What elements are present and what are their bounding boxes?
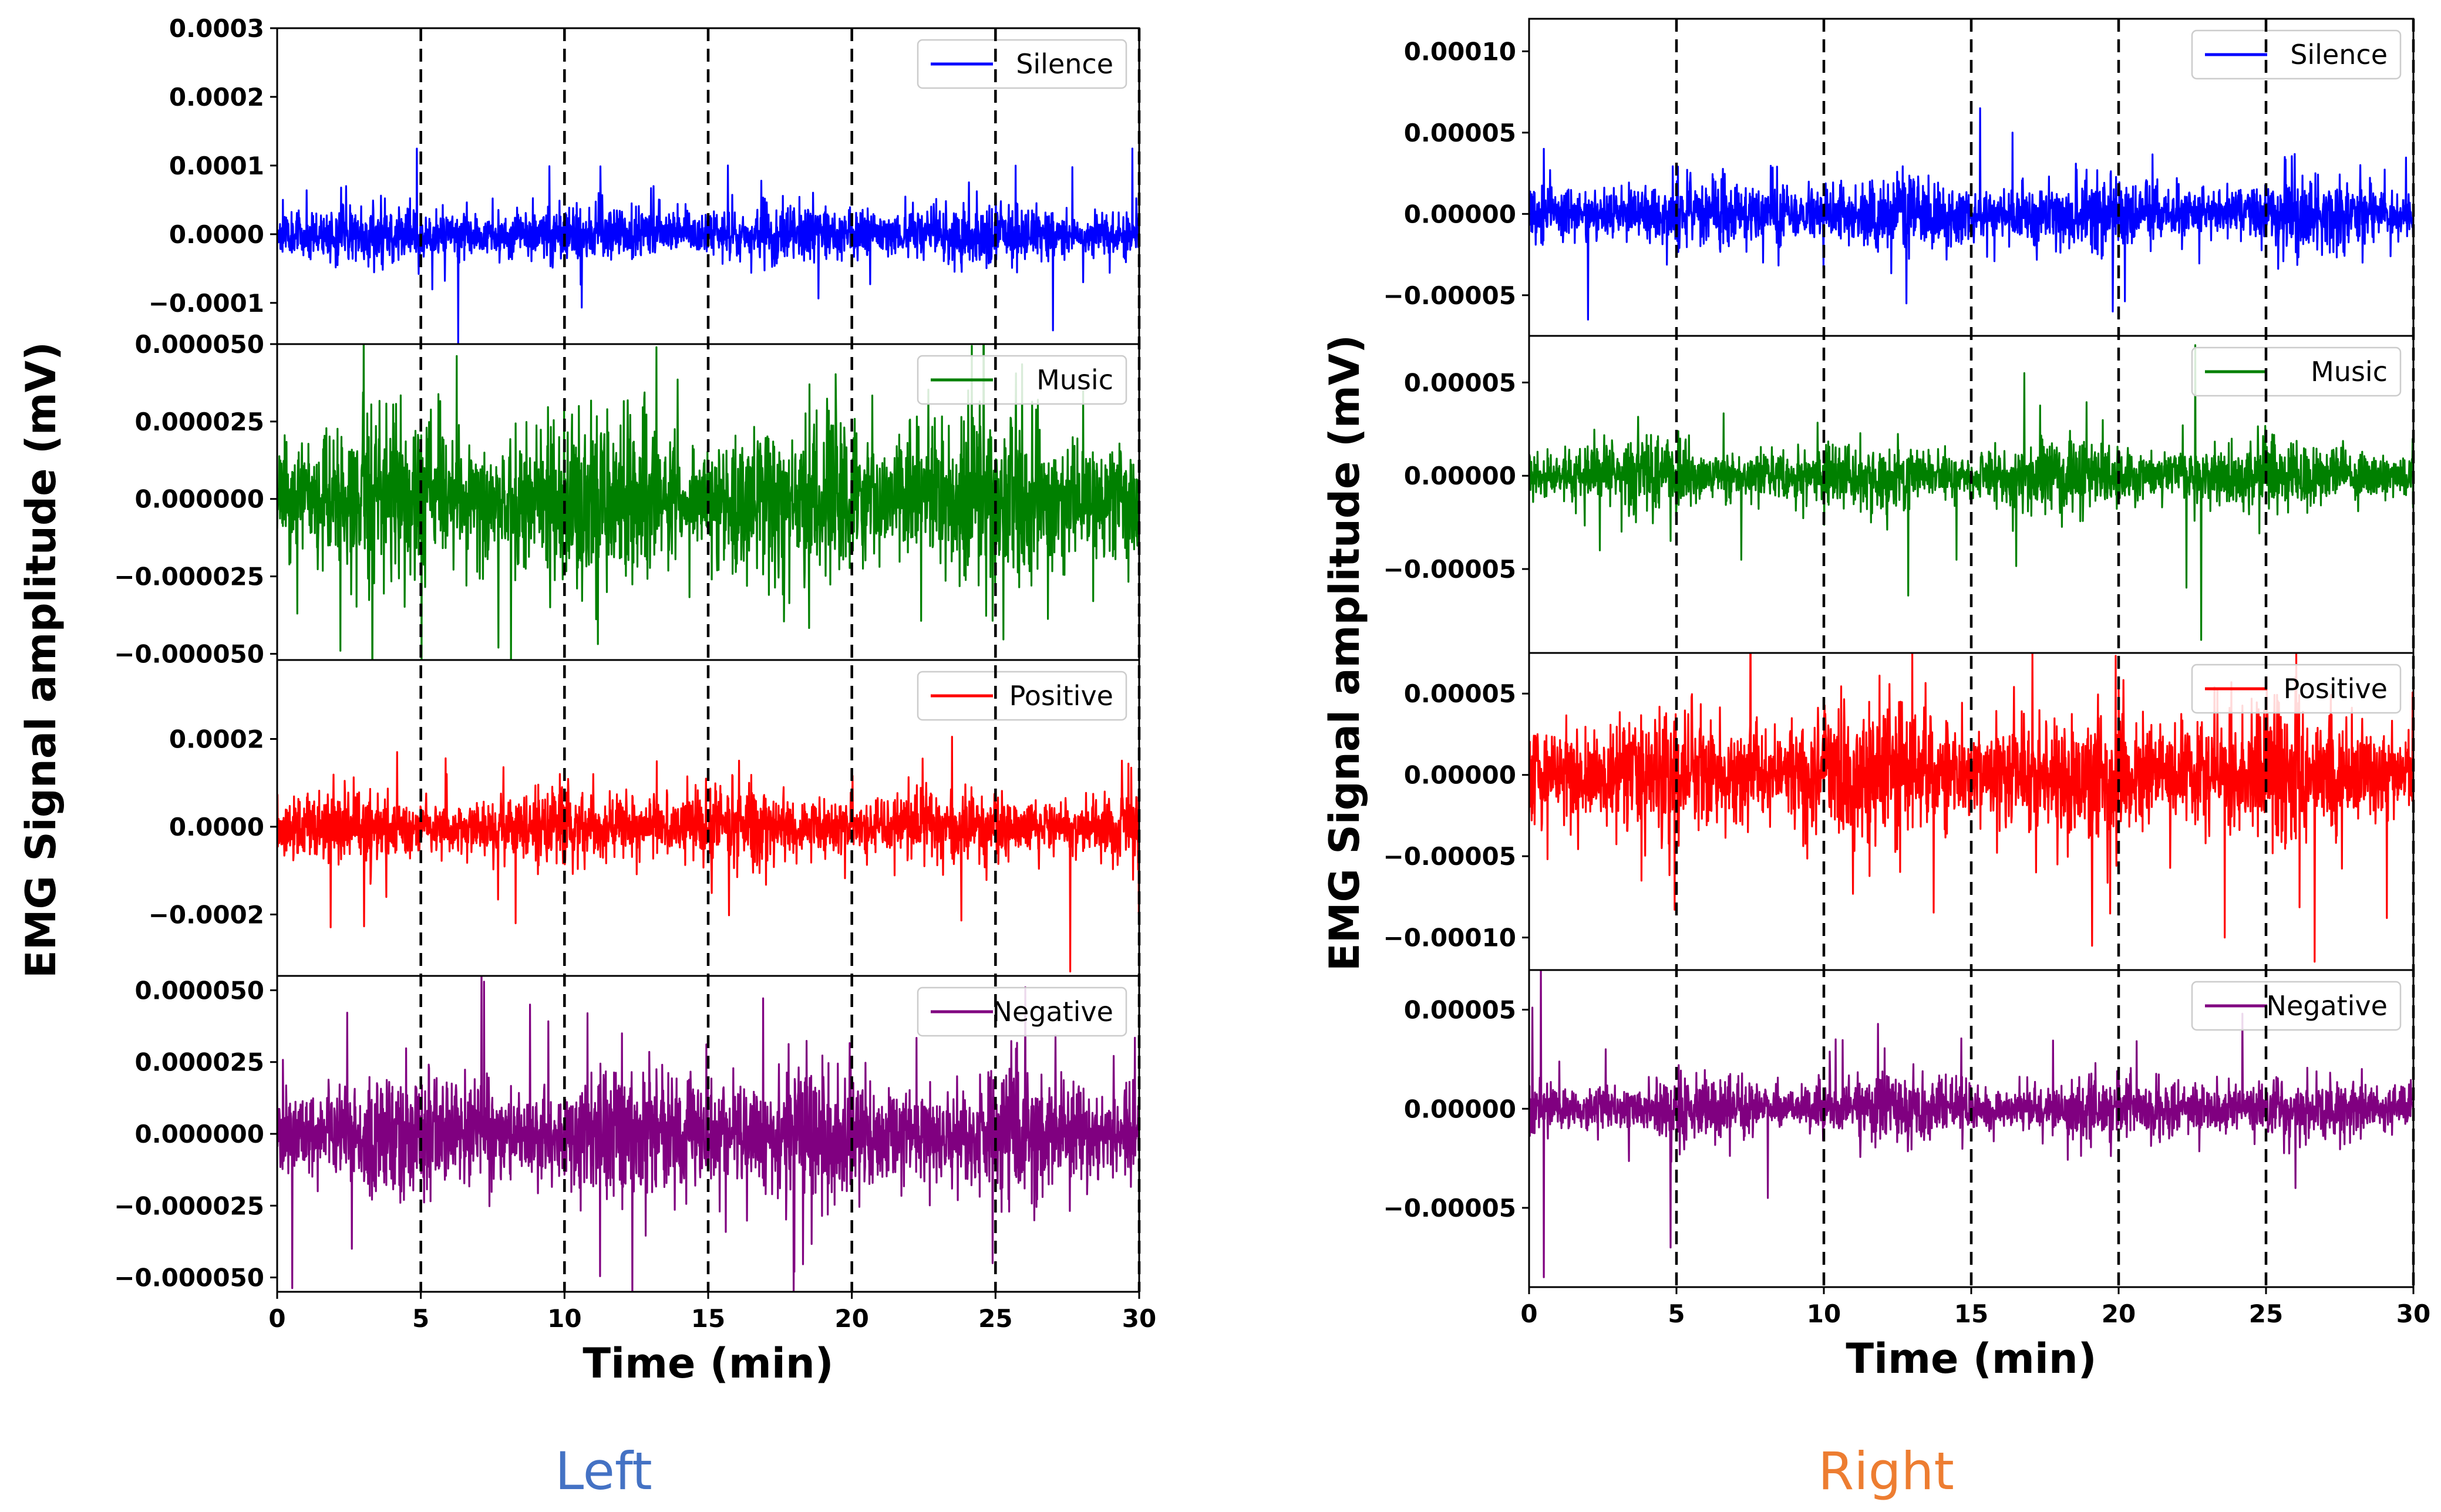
- legend-box: [917, 355, 1127, 405]
- x-tick-label: 5: [412, 1304, 429, 1333]
- legend-label: Positive: [1009, 680, 1113, 712]
- x-tick-label: 0: [1520, 1299, 1537, 1328]
- panel-silence: 0.0003 0.0002 0.0001 0.0000 −0.0001 Silence: [149, 14, 1140, 345]
- legend-box: [2191, 29, 2402, 80]
- y-tick-label: 0.00005: [1404, 368, 1516, 397]
- legend-label: Silence: [1016, 48, 1113, 80]
- x-tick-label: 10: [1807, 1299, 1841, 1328]
- y-tick-label: 0.000025: [134, 1048, 264, 1077]
- chart-left: 0.00030.00020.00010.0000−0.0001Silence0.…: [17, 14, 1156, 1388]
- caption-right: Right: [1818, 1441, 1954, 1501]
- legend-positive: Positive: [2191, 664, 2402, 714]
- legend-silence: Silence: [917, 39, 1127, 89]
- legend-box: [917, 671, 1127, 721]
- x-tick-label: 5: [1668, 1299, 1685, 1328]
- x-tick-label: 20: [834, 1304, 868, 1333]
- y-axis-label: EMG Signal amplitude (mV): [17, 342, 65, 978]
- y-tick-label: 0.00010: [1404, 37, 1516, 66]
- legend-box: [2191, 664, 2402, 714]
- y-tick-label: −0.00005: [1383, 281, 1517, 310]
- legend-silence: Silence: [2191, 29, 2402, 80]
- y-tick-label: 0.0000: [169, 220, 264, 249]
- y-tick-label: 0.00005: [1404, 119, 1516, 147]
- y-tick-label: 0.000050: [134, 330, 264, 359]
- panel-music: 0.000050 0.000025 0.000000 −0.000025 −0.0000…: [114, 330, 1140, 668]
- legend-music: Music: [917, 355, 1127, 405]
- y-tick-label: 0.0002: [169, 83, 264, 112]
- x-axis-label: Time (min): [583, 1339, 833, 1388]
- y-tick-label: 0.00000: [1404, 1095, 1516, 1123]
- legend-positive: Positive: [917, 671, 1127, 721]
- y-tick-label: −0.0001: [149, 289, 264, 318]
- y-tick-label: −0.00010: [1383, 924, 1517, 952]
- x-tick-label: 0: [268, 1304, 285, 1333]
- legend-music: Music: [2191, 346, 2402, 397]
- y-tick-label: −0.00005: [1383, 1194, 1517, 1223]
- legend-label: Silence: [2290, 39, 2388, 70]
- panel-negative: 0.00005 0.00000 −0.00005 Negative: [1383, 969, 2415, 1288]
- x-tick-label: 30: [2396, 1299, 2430, 1328]
- legend-box: [2191, 346, 2402, 397]
- legend-negative: Negative: [917, 986, 1127, 1037]
- y-tick-label: 0.000000: [134, 1120, 264, 1149]
- legend-label: Negative: [2267, 990, 2388, 1022]
- y-tick-label: 0.00000: [1404, 200, 1516, 228]
- y-tick-label: 0.000050: [134, 976, 264, 1005]
- y-tick-label: −0.000050: [114, 639, 264, 668]
- x-axis-label: Time (min): [1846, 1335, 2096, 1383]
- x-tick-label: 25: [978, 1304, 1012, 1333]
- y-axis-label: EMG Signal amplitude (mV): [1321, 335, 1369, 971]
- x-tick-label: 30: [1122, 1304, 1156, 1333]
- y-tick-label: 0.000000: [134, 485, 264, 514]
- y-tick-label: −0.000025: [114, 1191, 264, 1220]
- y-tick-label: 0.00005: [1404, 996, 1516, 1025]
- y-tick-label: −0.000050: [114, 1264, 264, 1292]
- y-tick-label: −0.00005: [1383, 842, 1517, 871]
- y-tick-label: 0.0000: [169, 813, 264, 841]
- y-tick-label: 0.00000: [1404, 761, 1516, 790]
- legend-box: [2191, 981, 2402, 1031]
- y-tick-label: 0.0001: [169, 151, 264, 180]
- x-tick-label: 20: [2102, 1299, 2136, 1328]
- x-tick-label: 10: [547, 1304, 581, 1333]
- y-tick-label: −0.000025: [114, 563, 264, 591]
- y-tick-label: 0.000025: [134, 408, 264, 436]
- series-line-positive: [277, 736, 1139, 973]
- x-tick-label: 25: [2249, 1299, 2283, 1328]
- y-tick-label: 0.0003: [169, 14, 264, 43]
- x-tick-label: 15: [691, 1304, 725, 1333]
- y-tick-label: −0.00005: [1383, 555, 1517, 584]
- legend-box: [917, 986, 1127, 1037]
- y-tick-label: 0.0002: [169, 725, 264, 754]
- legend-label: Positive: [2284, 673, 2388, 705]
- legend-box: [917, 39, 1127, 89]
- caption-left: Left: [555, 1441, 652, 1501]
- legend-label: Music: [1036, 364, 1113, 396]
- legend-label: Music: [2311, 356, 2388, 388]
- legend-label: Negative: [992, 996, 1113, 1028]
- x-tick-label: 15: [1954, 1299, 1988, 1328]
- legend-negative: Negative: [2191, 981, 2402, 1031]
- y-tick-label: −0.0002: [149, 900, 264, 929]
- panel-music: 0.00005 0.00000 −0.00005 Music: [1383, 335, 2415, 654]
- y-tick-label: 0.00005: [1404, 679, 1516, 708]
- y-tick-label: 0.00000: [1404, 462, 1516, 490]
- chart-right: 0.00010 0.00005 0.00000 −0.00005 Silence 0.00…: [1321, 18, 2430, 1383]
